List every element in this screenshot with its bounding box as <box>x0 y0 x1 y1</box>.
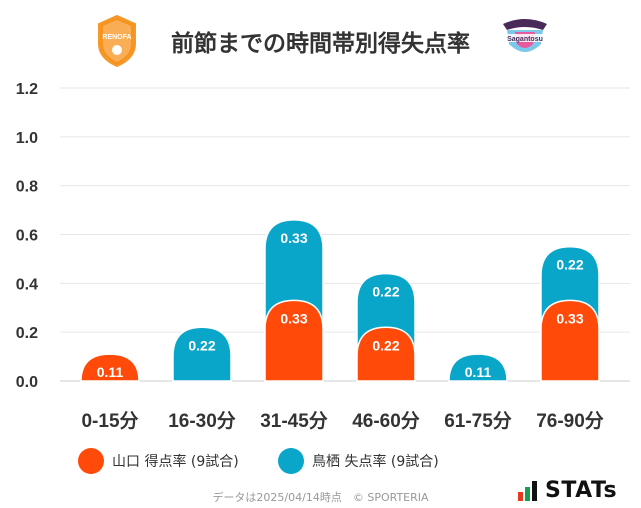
data-label-tosu: 0.22 <box>372 284 399 300</box>
data-label-tosu: 0.22 <box>188 337 215 353</box>
legend-item-tosu: 鳥栖 失点率 (9試合) <box>278 448 439 474</box>
svg-text:RENOFA: RENOFA <box>102 34 131 41</box>
y-tick-label: 0.2 <box>16 325 38 342</box>
data-label-tosu: 0.22 <box>556 257 583 273</box>
legend-label-tosu: 鳥栖 失点率 (9試合) <box>312 454 439 470</box>
bar-tosu <box>264 219 324 331</box>
x-tick-label: 31-45分 <box>260 410 328 432</box>
x-tick-label: 61-75分 <box>444 410 512 432</box>
svg-text:Sagantosu: Sagantosu <box>507 36 543 43</box>
data-label-yamaguchi: 0.33 <box>280 310 307 326</box>
data-label-tosu: 0.11 <box>465 364 492 380</box>
chart-title: 前節までの時間帯別得失点率 <box>171 31 470 57</box>
chart-header: RENOFA 前節までの時間帯別得失点率 Sagantosu <box>0 0 641 80</box>
legend-swatch-tosu <box>278 448 304 474</box>
y-tick-label: 1.2 <box>16 81 38 98</box>
renofa-logo: RENOFA <box>96 14 138 72</box>
bar-tosu <box>448 353 508 382</box>
legend-label-yamaguchi: 山口 得点率 (9試合) <box>112 454 239 470</box>
data-label-yamaguchi: 0.33 <box>556 310 583 326</box>
bar-yamaguchi <box>264 299 324 382</box>
sagantosu-logo: Sagantosu <box>497 14 553 64</box>
x-tick-label: 76-90分 <box>536 410 604 432</box>
bar-chart: 0.0 0.2 0.4 0.6 0.8 1.0 1.2 0.11 0-15分 0.22 16-30分… <box>16 81 630 432</box>
x-tick-label: 46-60分 <box>352 410 420 432</box>
stats-brand-text: STATs <box>545 478 618 503</box>
legend-swatch-yamaguchi <box>78 448 104 474</box>
bar-tosu <box>172 326 232 382</box>
y-tick-label: 0.4 <box>16 276 38 293</box>
x-tick-label: 0-15分 <box>81 410 138 432</box>
x-tick-label: 16-30分 <box>168 410 236 432</box>
legend-item-yamaguchi: 山口 得点率 (9試合) <box>78 448 239 474</box>
data-label-tosu: 0.33 <box>280 230 307 246</box>
bar-yamaguchi <box>356 326 416 382</box>
y-tick-label: 1.0 <box>16 130 38 147</box>
data-date-note: データは2025/04/14時点 © SPORTERIA <box>212 491 429 504</box>
stats-brand: STATs <box>518 478 617 503</box>
data-label-yamaguchi: 0.11 <box>97 364 124 380</box>
y-tick-label: 0.8 <box>16 179 38 196</box>
y-tick-label: 0.6 <box>16 228 38 245</box>
data-label-yamaguchi: 0.22 <box>372 337 399 353</box>
bar-yamaguchi <box>540 299 600 382</box>
stats-bars-icon <box>518 480 539 501</box>
y-tick-label: 0.0 <box>16 374 38 391</box>
bar-yamaguchi <box>80 353 140 382</box>
